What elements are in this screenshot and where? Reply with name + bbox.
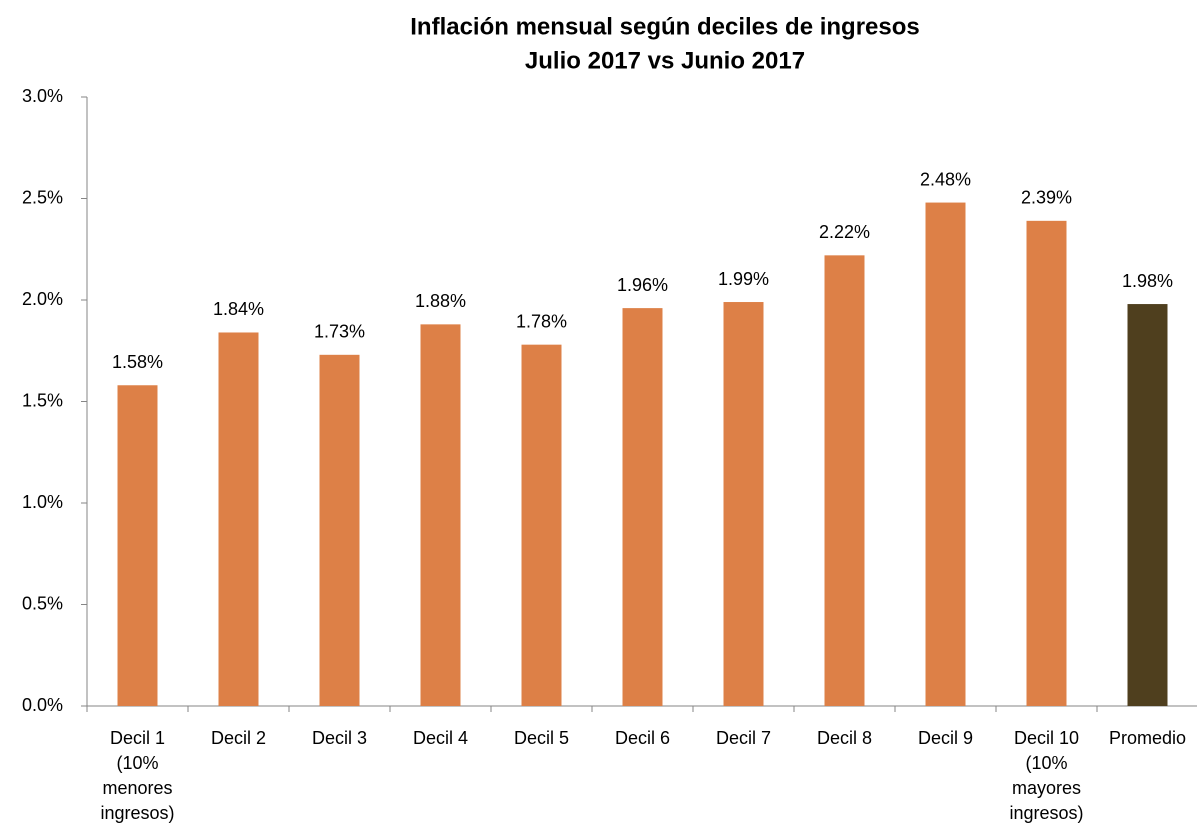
y-tick-label: 1.0% — [22, 492, 63, 512]
y-tick-label: 0.5% — [22, 593, 63, 613]
bar — [824, 255, 865, 706]
data-label: 2.39% — [1021, 188, 1072, 208]
x-tick-label: Decil 4 — [412, 728, 469, 748]
x-tick-label: Decil 1 (10% menores ingresos) — [100, 728, 175, 823]
bar — [1026, 220, 1067, 706]
data-label: 1.73% — [314, 322, 365, 342]
data-label: 1.96% — [617, 275, 668, 295]
data-label: 1.98% — [1122, 271, 1173, 291]
x-tick-label: Decil 8 — [816, 728, 873, 748]
bar — [1127, 304, 1168, 706]
bar — [521, 344, 562, 706]
data-label: 1.58% — [112, 352, 163, 372]
y-tick-label: 0.0% — [22, 695, 63, 715]
bar — [622, 308, 663, 706]
x-tick-label: Decil 6 — [614, 728, 671, 748]
y-tick-label: 3.0% — [22, 86, 63, 106]
bar — [218, 332, 259, 706]
data-label: 1.84% — [213, 299, 264, 319]
data-label: 1.99% — [718, 269, 769, 289]
data-label: 1.88% — [415, 291, 466, 311]
x-tick-label: Decil 3 — [311, 728, 368, 748]
chart-title: Inflación mensual según deciles de ingre… — [410, 13, 919, 40]
data-label: 2.22% — [819, 222, 870, 242]
x-tick-label: Decil 7 — [715, 728, 772, 748]
x-tick-label: Decil 5 — [513, 728, 570, 748]
chart-subtitle: Julio 2017 vs Junio 2017 — [525, 47, 805, 74]
y-tick-label: 1.5% — [22, 390, 63, 410]
data-label: 2.48% — [920, 169, 971, 189]
x-tick-label: Decil 10 (10% mayores ingresos) — [1009, 728, 1084, 823]
bar — [420, 324, 461, 706]
x-tick-label: Decil 9 — [917, 728, 974, 748]
bar — [723, 302, 764, 706]
bar — [319, 354, 360, 706]
y-tick-label: 2.5% — [22, 187, 63, 207]
data-label: 1.78% — [516, 311, 567, 331]
bar — [925, 202, 966, 706]
y-tick-label: 2.0% — [22, 289, 63, 309]
x-tick-label: Promedio — [1108, 728, 1187, 748]
x-tick-label: Decil 2 — [210, 728, 267, 748]
bar — [117, 385, 158, 706]
